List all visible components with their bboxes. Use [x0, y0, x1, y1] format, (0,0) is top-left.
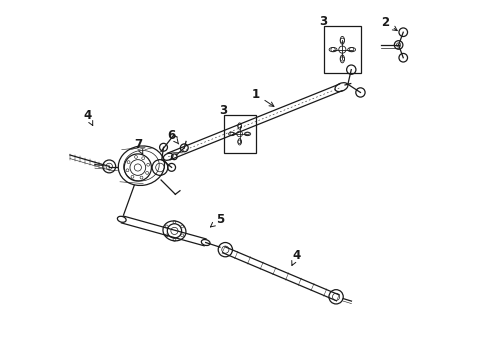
Bar [223, 114, 256, 153]
Text: 4: 4 [292, 248, 301, 265]
Text: 3: 3 [219, 104, 227, 117]
Text: 6: 6 [168, 129, 179, 144]
Text: 5: 5 [210, 213, 224, 227]
Text: 3: 3 [319, 14, 327, 27]
Bar [323, 26, 361, 73]
Text: 2: 2 [381, 15, 397, 31]
Text: 1: 1 [252, 88, 274, 107]
Text: 4: 4 [84, 109, 93, 126]
Text: 7: 7 [134, 138, 143, 154]
